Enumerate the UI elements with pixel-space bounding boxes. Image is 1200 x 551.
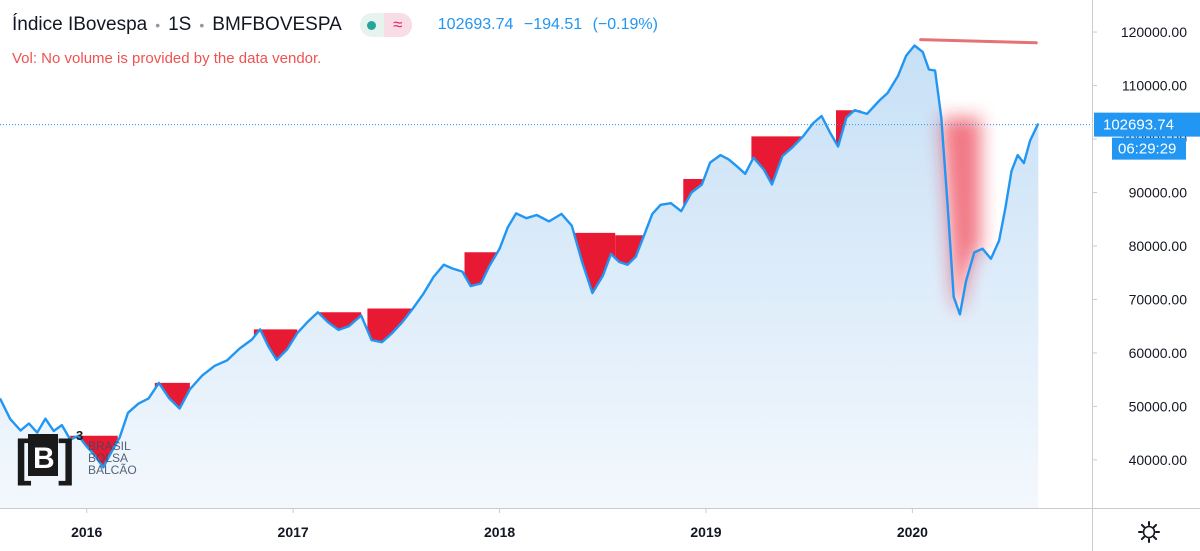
last-price: 102693.74 xyxy=(437,16,514,33)
price-change-pct: (−0.19%) xyxy=(592,16,658,33)
highlight-region xyxy=(941,117,981,315)
logo-bracket-right: ] xyxy=(58,430,75,486)
logo-line-2: BOLSA xyxy=(88,451,128,465)
logo-superscript: 3 xyxy=(76,428,83,443)
logo-mark: B xyxy=(33,442,55,475)
highlight-region xyxy=(317,312,362,330)
countdown-value: 06:29:29 xyxy=(1118,141,1176,158)
settings-button[interactable] xyxy=(1136,519,1162,545)
quote: 102693.74 −194.51 (−0.19%) xyxy=(438,16,658,34)
highlight-region xyxy=(70,435,118,468)
price-tag: 102693.74 06:29:29 xyxy=(1094,112,1200,160)
y-tick-label: 110000.00 xyxy=(1122,78,1187,94)
x-tick-label: 2020 xyxy=(897,524,928,540)
brand-logo: [ B ] 3 BRASIL BOLSA BALCÃO xyxy=(15,428,137,486)
y-axis[interactable]: 120000.00110000.00100000.0090000.0080000… xyxy=(1092,24,1187,468)
y-tick-label: 40000.00 xyxy=(1129,452,1188,468)
resistance-line xyxy=(919,38,1038,45)
y-tick-label: 70000.00 xyxy=(1129,291,1188,307)
highlight-region xyxy=(573,232,616,293)
highlight-region xyxy=(836,110,861,147)
x-tick-label: 2018 xyxy=(484,524,515,540)
countdown-bg xyxy=(1112,137,1186,160)
price-change: −194.51 xyxy=(523,16,583,33)
price-tag-bg xyxy=(1094,112,1200,137)
logo-line-3: BALCÃO xyxy=(88,463,137,477)
highlight-region xyxy=(367,308,413,343)
price-tag-value: 102693.74 xyxy=(1103,117,1174,134)
x-tick-label: 2017 xyxy=(278,524,309,540)
logo-line-1: BRASIL xyxy=(88,439,131,453)
x-tick-label: 2016 xyxy=(71,524,102,540)
y-tick-label: 60000.00 xyxy=(1129,345,1188,361)
status-dot-icon xyxy=(360,20,384,30)
y-tick-label: 50000.00 xyxy=(1129,398,1188,414)
chart-header: Índice IBovespa • 1S • BMFBOVESPA ≈ 1026… xyxy=(12,12,658,38)
separator: • xyxy=(199,17,205,33)
y-tick-label: 120000.00 xyxy=(1121,24,1187,40)
area-fill xyxy=(0,45,1039,508)
y-tick-label: 90000.00 xyxy=(1129,185,1188,201)
highlight-region xyxy=(615,235,645,265)
interval-label[interactable]: 1S xyxy=(168,14,192,35)
x-tick-label: 2019 xyxy=(690,524,721,540)
logo-box xyxy=(28,434,58,476)
volume-notice: Vol: No volume is provided by the data v… xyxy=(12,50,322,67)
highlight-region xyxy=(464,252,498,287)
line-layer xyxy=(0,44,1040,469)
symbol-name[interactable]: Índice IBovespa xyxy=(12,14,148,35)
area-layer xyxy=(0,45,1039,508)
price-line xyxy=(0,44,1040,469)
wave-icon[interactable]: ≈ xyxy=(383,13,412,37)
y-tick-label: 80000.00 xyxy=(1129,238,1188,254)
status-pill[interactable]: ≈ xyxy=(359,13,412,37)
gear-icon xyxy=(1138,521,1160,543)
logo-bracket-left: [ xyxy=(15,430,32,486)
exchange-label: BMFBOVESPA xyxy=(212,14,342,35)
separator: • xyxy=(155,17,161,33)
x-axis[interactable]: 2016 2017 2018 2019 2020 xyxy=(71,508,928,540)
